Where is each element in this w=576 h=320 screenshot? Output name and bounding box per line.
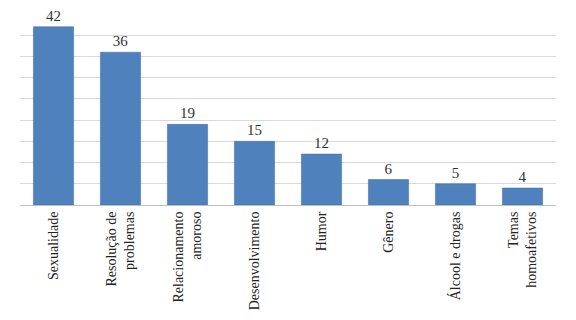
svg-text:Álcool e drogas: Álcool e drogas	[447, 212, 463, 301]
svg-text:19: 19	[180, 105, 195, 121]
svg-text:Desenvolvimento: Desenvolvimento	[247, 212, 262, 311]
svg-text:36: 36	[113, 33, 129, 49]
svg-text:Temashomoafetivos: Temashomoafetivos	[506, 212, 539, 288]
svg-text:Gênero: Gênero	[381, 212, 396, 253]
svg-text:6: 6	[385, 161, 393, 177]
svg-text:4: 4	[519, 169, 527, 185]
svg-text:Humor: Humor	[314, 211, 329, 251]
svg-text:Sexualidade: Sexualidade	[46, 212, 61, 280]
svg-text:15: 15	[247, 122, 262, 138]
svg-text:12: 12	[314, 135, 329, 151]
svg-text:42: 42	[46, 8, 61, 24]
svg-text:Relacionamentoamoroso: Relacionamentoamoroso	[171, 212, 204, 303]
svg-text:5: 5	[452, 165, 460, 181]
svg-text:Resolução deproblemas: Resolução deproblemas	[104, 212, 137, 287]
